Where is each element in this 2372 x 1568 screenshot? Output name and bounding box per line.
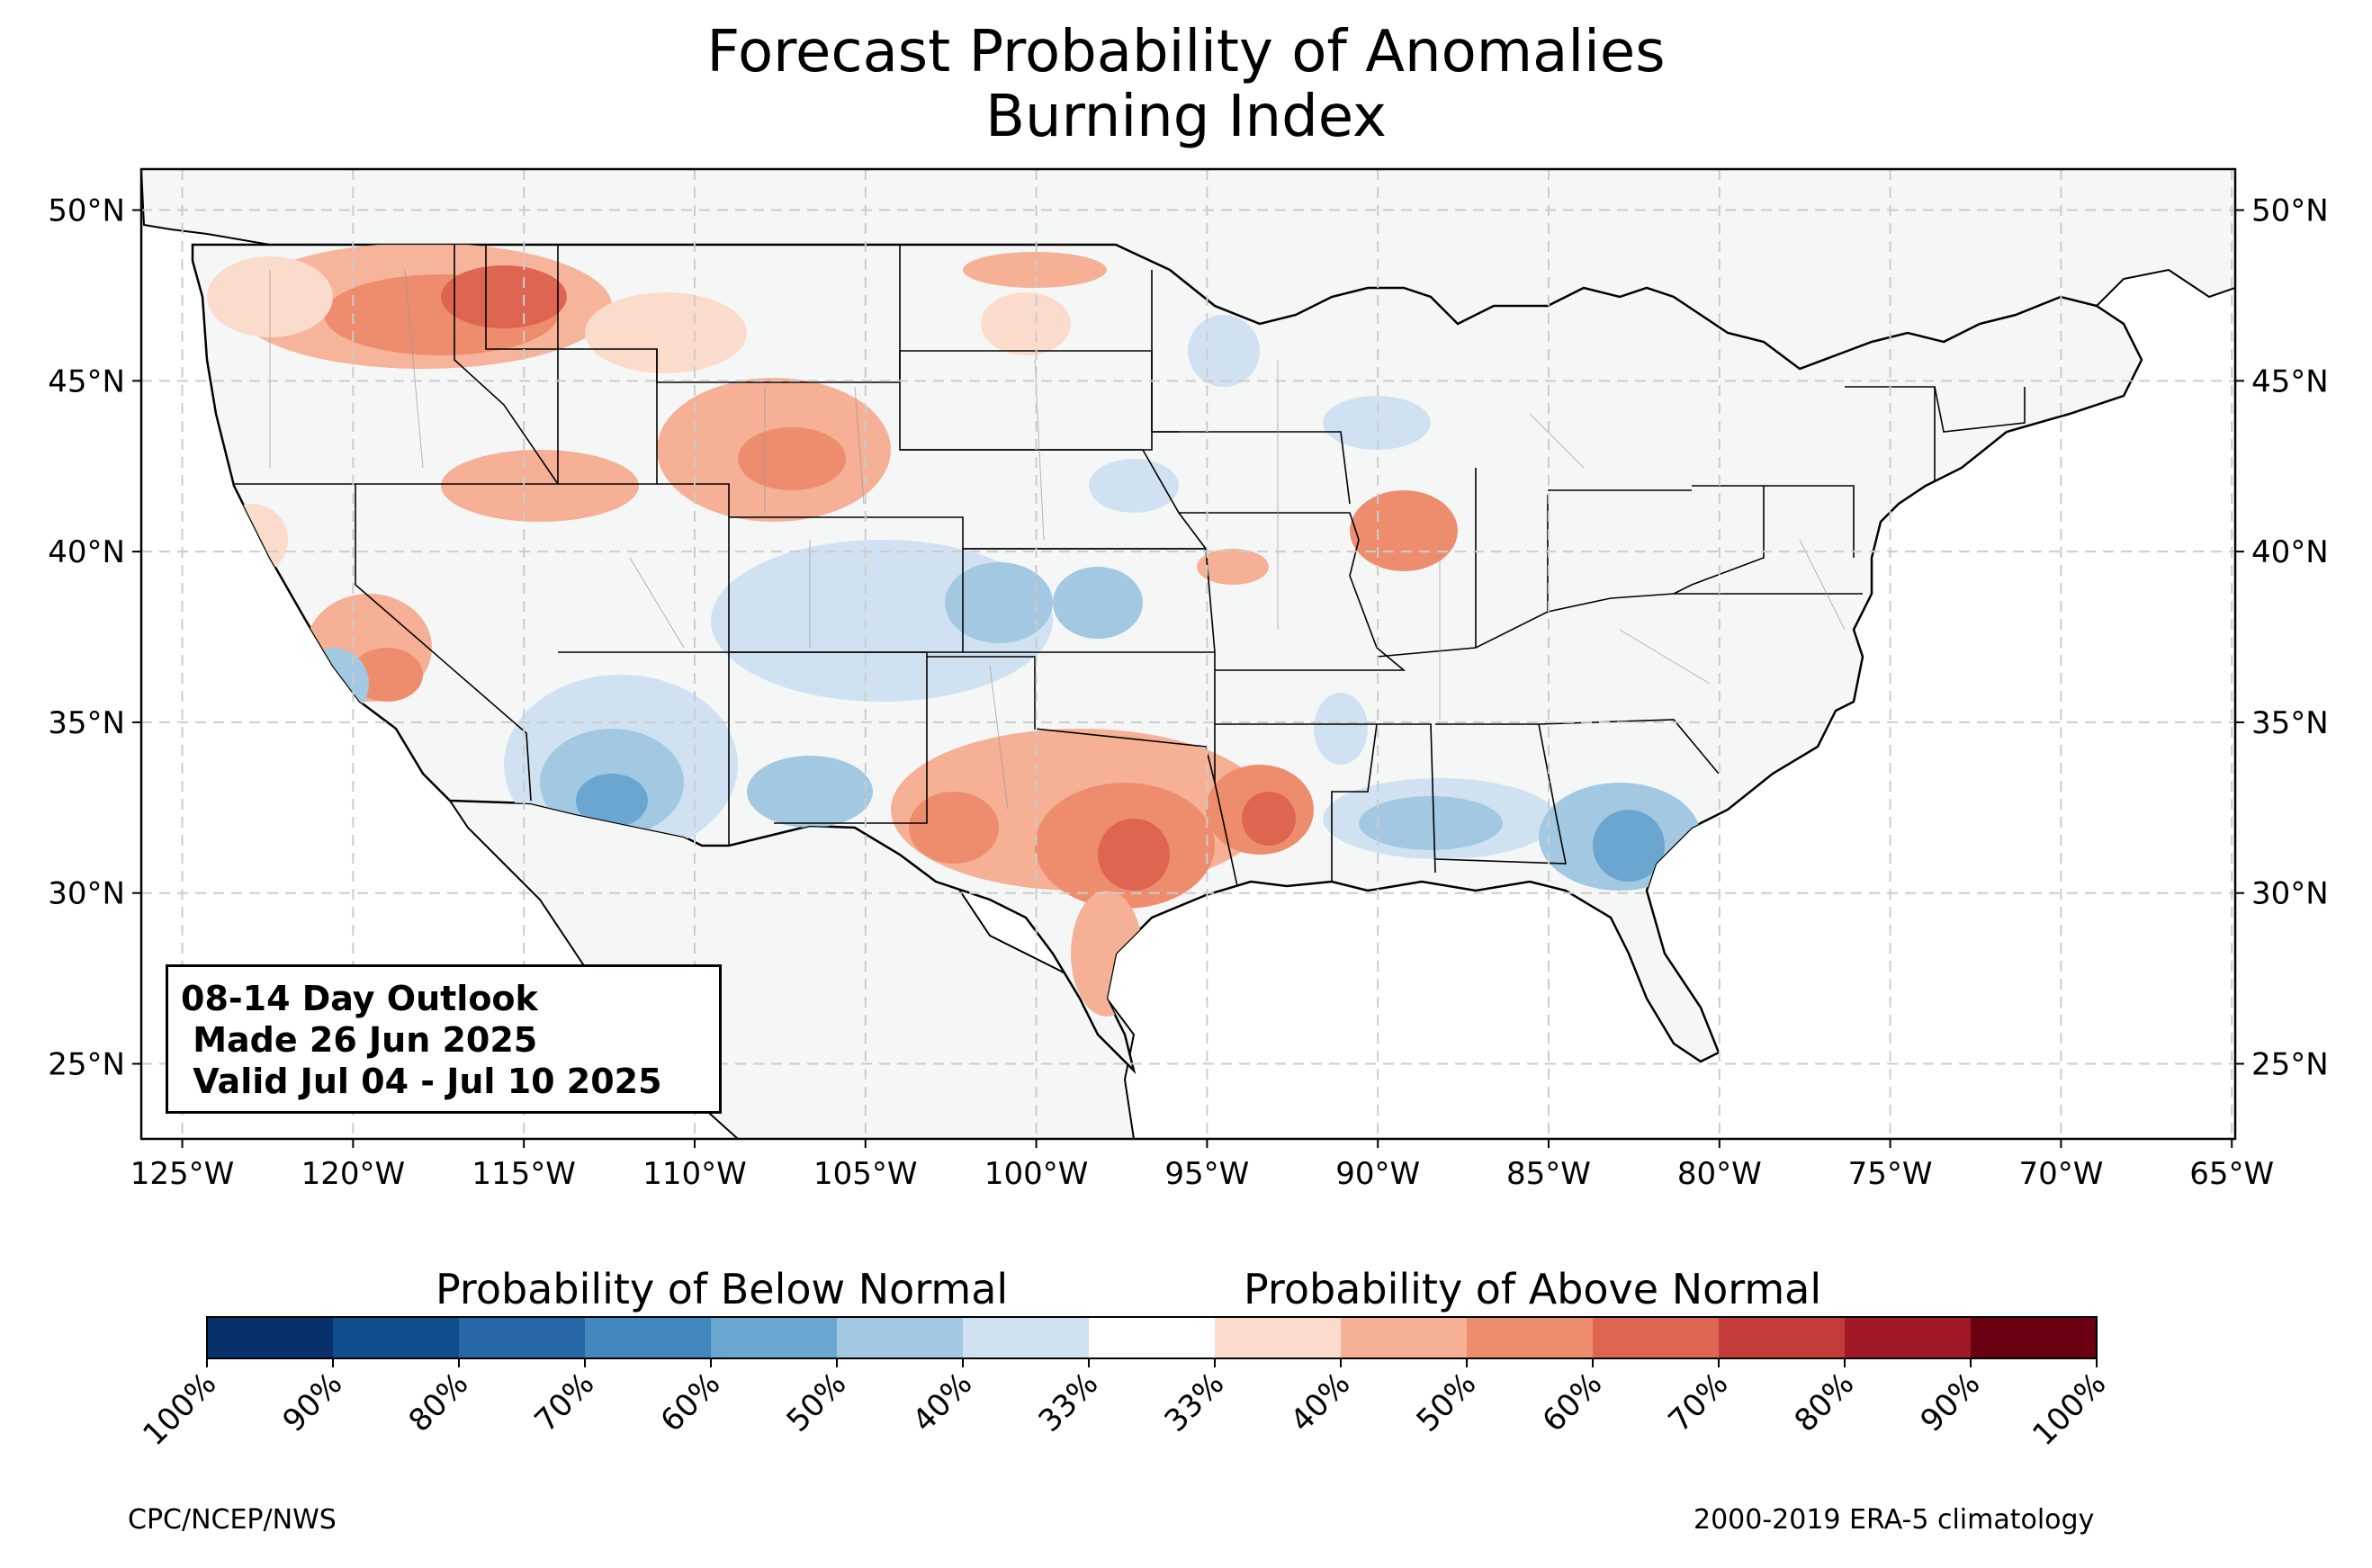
colorbar-segment [963, 1317, 1090, 1358]
lon-label: 65°W [2189, 1156, 2274, 1192]
colorbar-tick-label: 70% [1662, 1366, 1736, 1439]
footer-source: CPC/NCEP/NWS [128, 1504, 337, 1536]
colorbar-segment [1719, 1317, 1846, 1358]
anomaly-shading [207, 245, 1701, 1017]
colorbar-tick-label: 50% [1410, 1366, 1484, 1439]
below-normal-label: Probability of Below Normal [436, 1265, 1009, 1313]
lon-label: 125°W [130, 1156, 235, 1192]
lat-label-left: 35°N [48, 705, 125, 741]
colorbar-segment [207, 1317, 334, 1358]
above-normal-label: Probability of Above Normal [1244, 1265, 1822, 1313]
map-title-line2: Burning Index [985, 84, 1387, 150]
colorbar-segment [1215, 1317, 1342, 1358]
outlook-info-box: 08-14 Day Outlook Made 26 Jun 2025 Valid… [166, 964, 722, 1114]
colorbar-outline [206, 1316, 2098, 1359]
lon-label: 95°W [1164, 1156, 1249, 1192]
valid-dates: Valid Jul 04 - Jul 10 2025 [181, 1062, 662, 1101]
lat-label-right: 30°N [2251, 876, 2329, 912]
outlook-period: 08-14 Day Outlook [181, 979, 538, 1018]
lat-label-left: 50°N [48, 193, 125, 229]
colorbar-segment [459, 1317, 586, 1358]
lat-label-right: 35°N [2251, 705, 2329, 741]
lat-label-left: 30°N [48, 876, 125, 912]
colorbar-segment [1089, 1317, 1216, 1358]
colorbar-segment [1341, 1317, 1468, 1358]
made-date: Made 26 Jun 2025 [181, 1020, 538, 1060]
lat-label-left: 25°N [48, 1046, 125, 1082]
colorbar-tick-label: 40% [1284, 1366, 1358, 1439]
lat-label-left: 45°N [48, 363, 125, 399]
colorbar-tick-label: 60% [654, 1366, 728, 1439]
lat-label-right: 50°N [2251, 193, 2329, 229]
lat-label-left: 40°N [48, 534, 125, 570]
lon-label: 70°W [2018, 1156, 2103, 1192]
colorbar-tick-label: 33% [1158, 1366, 1232, 1439]
lon-label: 90°W [1335, 1156, 1420, 1192]
colorbar-segment [1845, 1317, 1972, 1358]
lat-label-right: 45°N [2251, 363, 2329, 399]
colorbar-tick-label: 80% [402, 1366, 476, 1439]
lon-label: 80°W [1677, 1156, 1762, 1192]
lon-label: 105°W [813, 1156, 918, 1192]
map-title: Forecast Probability of Anomalies Burnin… [0, 20, 2372, 149]
colorbar-tick-label: 90% [276, 1366, 350, 1439]
map-frame [139, 167, 2237, 1141]
colorbar [206, 1316, 2098, 1359]
lat-labels-right: 50°N 45°N 40°N 35°N 30°N 25°N [2235, 193, 2329, 1082]
lat-label-right: 25°N [2251, 1046, 2329, 1082]
colorbar-tick-label: 40% [906, 1366, 980, 1439]
lon-label: 115°W [472, 1156, 576, 1192]
colorbar-segment [1593, 1317, 1720, 1358]
state-borders [193, 245, 2026, 891]
colorbar-segment [1971, 1317, 2098, 1358]
lon-label: 75°W [1848, 1156, 1933, 1192]
lon-label: 120°W [301, 1156, 406, 1192]
map-title-line1: Forecast Probability of Anomalies [706, 19, 1666, 85]
colorbar-segment [711, 1317, 838, 1358]
lon-labels-bottom: 125°W 120°W 115°W 110°W 105°W 100°W 95°W 90°W 85… [130, 1139, 2274, 1192]
colorbar-tick-label: 50% [780, 1366, 854, 1439]
footer-climatology: 2000-2019 ERA-5 climatology [1694, 1504, 2095, 1536]
lon-label: 110°W [642, 1156, 747, 1192]
map-border [139, 167, 2237, 1141]
county-lines [269, 269, 1846, 811]
colorbar-segment [333, 1317, 460, 1358]
colorbar-tick-label: 70% [528, 1366, 602, 1439]
colorbar-segment [837, 1317, 964, 1358]
colorbar-tick-label: 60% [1536, 1366, 1610, 1439]
lat-labels-left: 50°N 45°N 40°N 35°N 30°N 25°N [48, 193, 141, 1082]
colorbar-tick-label: 100% [136, 1366, 223, 1453]
lon-label: 85°W [1506, 1156, 1591, 1192]
colorbar-segment [585, 1317, 712, 1358]
colorbar-tick-labels: 100% 90% 80% 70% 60% 50% 40% 33% 33% 40% 50% 60% 70%… [136, 1358, 2113, 1453]
colorbar-tick-label: 90% [1914, 1366, 1988, 1439]
lat-label-right: 40°N [2251, 534, 2329, 570]
colorbar-tick-label: 100% [2026, 1366, 2113, 1453]
lon-label: 100°W [984, 1156, 1089, 1192]
colorbar-tick-label: 80% [1788, 1366, 1862, 1439]
colorbar-tick-label: 33% [1032, 1366, 1106, 1439]
colorbar-segment [1467, 1317, 1594, 1358]
